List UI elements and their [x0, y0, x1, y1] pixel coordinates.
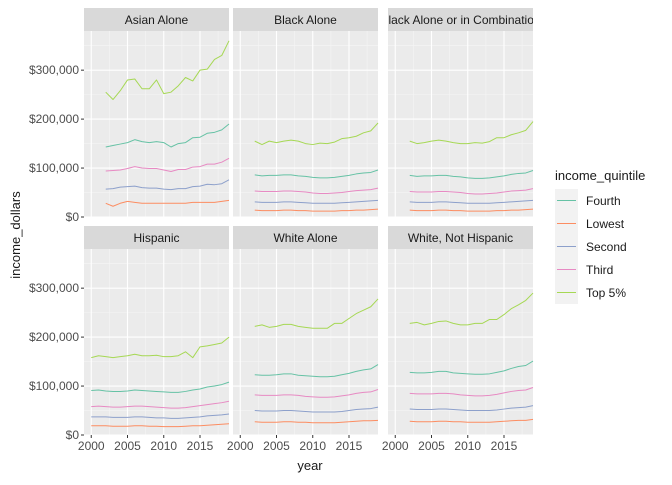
y-axis-title: income_dollars [8, 191, 23, 279]
facet-title-white-not-hispanic: White, Not Hispanic [408, 231, 513, 245]
y-tick-label: $300,000 [29, 281, 79, 295]
panel-background-white-alone [233, 249, 378, 435]
panel-background-white-not-hispanic [388, 249, 533, 435]
x-tick-label: 2015 [336, 439, 363, 453]
series-line-third-white-not-hispanic [409, 387, 534, 397]
y-tick-label: $300,000 [29, 63, 79, 77]
series-line-second-white-not-hispanic [409, 405, 534, 412]
x-tick-label: 2005 [418, 439, 445, 453]
series-line-lowest-hispanic [91, 423, 230, 428]
x-tick-label: 2005 [263, 439, 290, 453]
facet-title-hispanic: Hispanic [133, 231, 179, 245]
facet-strip-asian-alone [84, 8, 229, 31]
facet-strip-white-not-hispanic [388, 226, 533, 249]
panel-background-hispanic [84, 249, 229, 435]
series-line-fourth-hispanic [91, 381, 230, 393]
series-line-lowest-black-alone [254, 208, 379, 212]
y-tick-label: $100,000 [29, 379, 79, 393]
series-line-third-asian-alone [105, 157, 230, 172]
x-axis-title: year [297, 458, 323, 473]
series-line-top-5-black-alone-or-in-combination [409, 121, 534, 145]
series-line-top-5-black-alone [254, 122, 379, 146]
legend-label-second: Second [586, 240, 627, 254]
series-line-second-black-alone [254, 199, 379, 204]
series-line-fourth-black-alone [254, 169, 379, 179]
series-line-lowest-black-alone-or-in-combination [409, 208, 534, 212]
y-tick-label: $100,000 [29, 161, 79, 175]
y-tick-label: $0 [66, 210, 80, 224]
series-line-second-white-alone [254, 406, 379, 413]
series-line-top-5-hispanic [91, 336, 230, 359]
series-line-fourth-white-alone [254, 364, 379, 378]
x-tick-label: 2010 [299, 439, 326, 453]
series-line-third-black-alone-or-in-combination [409, 188, 534, 195]
legend-label-top-5: Top 5% [586, 286, 626, 300]
x-tick-label: 2000 [78, 439, 105, 453]
y-tick-label: $200,000 [29, 330, 79, 344]
legend-label-fourth: Fourth [586, 194, 621, 208]
y-tick-label: $0 [66, 428, 80, 442]
panel-background-asian-alone [84, 31, 229, 217]
series-line-second-asian-alone [105, 179, 230, 191]
series-line-third-hispanic [91, 400, 230, 409]
legend-label-third: Third [586, 263, 613, 277]
facet-title-black-alone: Black Alone [274, 13, 337, 27]
series-line-lowest-asian-alone [105, 199, 230, 207]
x-tick-label: 2015 [187, 439, 214, 453]
x-tick-label: 2000 [227, 439, 254, 453]
series-line-fourth-asian-alone [105, 123, 230, 148]
facet-title-asian-alone: Asian Alone [125, 13, 189, 27]
series-line-third-white-alone [254, 389, 379, 398]
x-tick-label: 2015 [491, 439, 518, 453]
x-tick-label: 2010 [150, 439, 177, 453]
legend-title: income_quintile [555, 168, 645, 183]
legend-label-lowest: Lowest [586, 217, 625, 231]
series-line-second-hispanic [91, 413, 230, 419]
y-tick-label: $200,000 [29, 112, 79, 126]
facet-title-white-alone: White Alone [273, 231, 337, 245]
facet-strip-hispanic [84, 226, 229, 249]
x-tick-label: 2000 [382, 439, 409, 453]
panel-background-black-alone [233, 31, 378, 217]
series-line-fourth-white-not-hispanic [409, 360, 534, 375]
series-line-lowest-white-not-hispanic [409, 418, 534, 423]
x-tick-label: 2005 [114, 439, 141, 453]
panel-background-black-alone-or-in-combination [388, 31, 533, 217]
series-line-top-5-white-not-hispanic [409, 292, 534, 326]
series-line-third-black-alone [254, 187, 379, 195]
facet-strip-black-alone [233, 8, 378, 31]
series-line-lowest-white-alone [254, 419, 379, 424]
series-line-fourth-black-alone-or-in-combination [409, 170, 534, 179]
facet-strip-black-alone-or-in-combination [388, 8, 533, 31]
series-line-second-black-alone-or-in-combination [409, 199, 534, 204]
series-line-top-5-white-alone [254, 298, 379, 329]
x-tick-label: 2010 [454, 439, 481, 453]
facet-strip-white-alone [233, 226, 378, 249]
series-line-top-5-asian-alone [105, 40, 230, 101]
facet-title-black-alone-or-in-combination: Black Alone or in Combination [380, 13, 540, 27]
